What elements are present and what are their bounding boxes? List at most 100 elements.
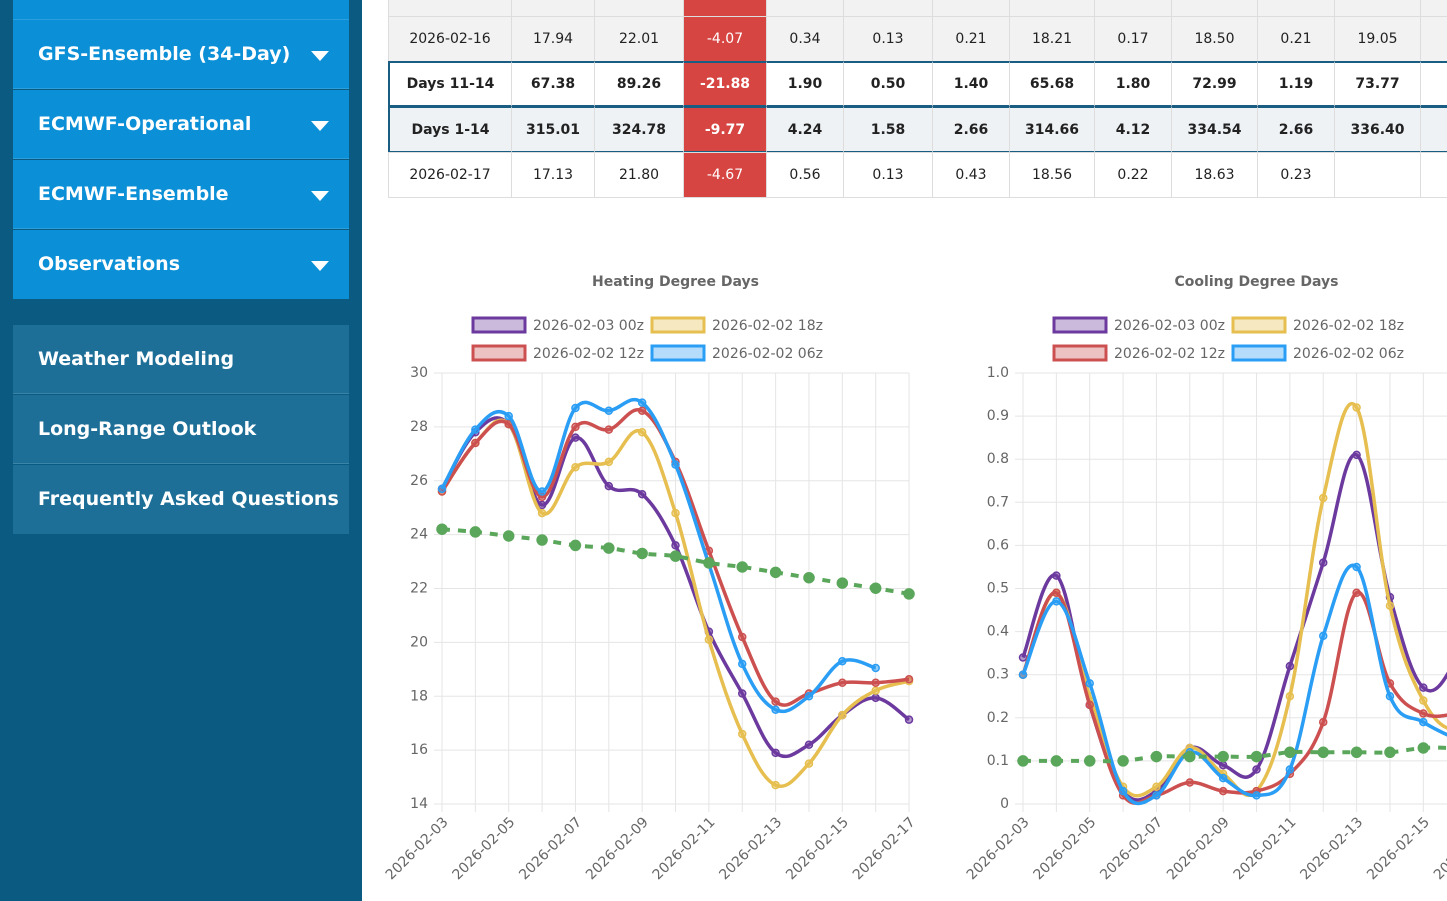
data-point: [736, 561, 748, 573]
nav-link[interactable]: Frequently Asked Questions: [13, 465, 349, 534]
menu-item[interactable]: Observations: [13, 230, 349, 299]
table-cell: -4.67: [683, 152, 767, 198]
table-cell: 1.90: [766, 61, 844, 107]
legend-label: 2026-02-02 12z: [533, 346, 644, 362]
data-point: [869, 582, 882, 594]
data-point: [1385, 692, 1395, 701]
data-point: [1285, 692, 1295, 701]
data-point: [1217, 750, 1229, 763]
data-point: [1218, 786, 1228, 796]
data-point: [1117, 755, 1129, 767]
menu-item[interactable]: ECMWF-Ensemble: [13, 160, 349, 229]
legend-swatch: [650, 316, 706, 334]
table-cell: 1.80: [1094, 61, 1172, 107]
data-point: [1018, 653, 1028, 662]
table-cell: 18.56: [1009, 152, 1095, 198]
dropdown-arrow: [311, 191, 329, 201]
data-point: [604, 406, 614, 415]
y-tick-label: 26: [410, 473, 428, 489]
data-point: [838, 710, 847, 720]
chart-title: Cooling Degree Days: [1175, 274, 1339, 290]
data-point: [604, 425, 614, 434]
data-point: [1085, 700, 1094, 710]
data-point: [803, 571, 815, 584]
table-cell: 4.24: [766, 106, 844, 153]
data-point: [1017, 755, 1029, 767]
menu-item[interactable]: GFS-Ensemble (34-Day): [13, 20, 349, 89]
data-point: [769, 566, 782, 579]
data-point: [1150, 750, 1163, 763]
legend-swatch: [1231, 344, 1287, 362]
data-point: [604, 457, 614, 467]
series-line: [1021, 402, 1447, 798]
legend-hit[interactable]: [652, 342, 822, 364]
y-tick-label: 0.2: [987, 710, 1009, 726]
x-tick-label: 2026-02-17: [850, 814, 919, 883]
y-tick-label: 0.1: [987, 753, 1009, 769]
table-cell: 17.13: [511, 152, 595, 198]
legend-hit[interactable]: [473, 314, 643, 336]
data-point: [804, 692, 814, 701]
data-point: [1352, 588, 1361, 598]
data-point: [871, 663, 880, 673]
legend-label: 2026-02-02 18z: [712, 318, 823, 334]
dropdown-arrow: [311, 261, 329, 271]
legend-hit[interactable]: [1233, 314, 1403, 336]
data-point: [1018, 670, 1028, 679]
legend-hit[interactable]: [1054, 314, 1224, 336]
data-point: [1252, 791, 1261, 800]
nav-link[interactable]: Long-Range Outlook: [13, 395, 349, 464]
data-point: [669, 550, 682, 562]
x-tick-label: 2026-02-17: [1431, 814, 1447, 883]
nav-link[interactable]: Weather Modeling: [13, 325, 349, 394]
legend-hit[interactable]: [652, 314, 822, 336]
menu-label: GFS-Ensemble (34-Day): [38, 43, 291, 65]
link-label: Frequently Asked Questions: [38, 488, 339, 510]
legend-hit[interactable]: [1233, 342, 1403, 364]
data-point: [804, 759, 814, 768]
link-label: Weather Modeling: [38, 348, 235, 370]
data-point: [1352, 450, 1361, 460]
series-line: [1022, 745, 1447, 764]
y-tick-label: 30: [410, 365, 428, 381]
legend-hit[interactable]: [473, 342, 643, 364]
data-point: [737, 659, 747, 669]
legend-hit[interactable]: [1054, 342, 1224, 364]
data-point: [1218, 760, 1228, 770]
legend-label: 2026-02-02 12z: [1114, 346, 1225, 362]
x-tick-label: 2026-02-09: [1164, 814, 1233, 883]
x-tick-label: 2026-02-05: [450, 814, 519, 883]
data-point: [1184, 750, 1196, 763]
x-tick-label: 2026-02-07: [516, 814, 585, 883]
table-cell: 315.01: [511, 106, 595, 153]
legend-label: 2026-02-02 06z: [1293, 346, 1404, 362]
data-point: [1052, 571, 1061, 580]
data-point: [1318, 717, 1328, 727]
data-point: [1419, 717, 1428, 727]
legend-swatch: [1052, 344, 1108, 362]
data-point: [671, 460, 680, 469]
data-point: [836, 577, 849, 589]
legend-label: 2026-02-02 18z: [1293, 318, 1404, 334]
legend-swatch: [471, 344, 527, 362]
data-point: [637, 406, 647, 415]
y-tick-label: 14: [410, 796, 428, 812]
data-point: [1419, 709, 1428, 718]
data-point: [537, 500, 547, 510]
data-point: [838, 678, 847, 688]
data-point: [1152, 782, 1161, 792]
table-cell: [1420, 61, 1447, 107]
y-tick-label: 18: [410, 688, 428, 704]
table-cell: 18.63: [1171, 152, 1258, 198]
data-point: [571, 422, 580, 432]
data-point: [1083, 755, 1096, 767]
legend-swatch: [471, 316, 527, 334]
menu-item[interactable]: ECMWF-Operational: [13, 90, 349, 159]
data-point: [1385, 601, 1395, 610]
y-tick-label: 22: [410, 581, 428, 597]
menu-item[interactable]: [13, 0, 349, 20]
data-point: [1352, 562, 1361, 572]
data-point: [1285, 661, 1295, 671]
table-cell: 72.99: [1171, 61, 1258, 107]
table-cell: 0.21: [932, 16, 1010, 62]
